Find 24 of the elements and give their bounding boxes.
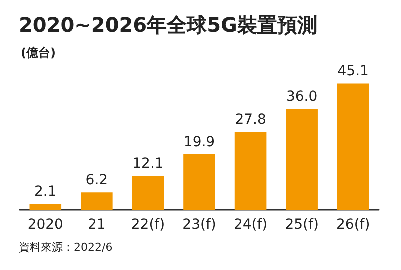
bar <box>286 109 318 210</box>
x-tick-label: 2020 <box>28 217 64 233</box>
x-tick-label: 25(f) <box>285 217 319 233</box>
x-tick-label: 21 <box>88 217 106 233</box>
bar <box>30 204 62 210</box>
data-label: 6.2 <box>86 172 108 189</box>
x-tick-label: 22(f) <box>131 217 166 233</box>
source-note: 資料來源：2022/6 <box>19 241 113 254</box>
y-axis-title: (億台) <box>21 46 56 60</box>
chart-title: 2020~2026年全球5G裝置預測 <box>19 13 318 37</box>
data-label: 19.9 <box>184 134 216 150</box>
bar <box>337 84 370 210</box>
data-label: 2.1 <box>34 184 57 200</box>
bar <box>81 192 113 210</box>
bar <box>184 154 216 210</box>
data-label: 36.0 <box>286 89 318 106</box>
bar <box>132 176 164 210</box>
data-label: 12.1 <box>132 156 164 172</box>
bar <box>234 132 267 210</box>
x-tick-label: 23(f) <box>182 217 216 233</box>
data-label: 27.8 <box>235 112 266 128</box>
x-tick-label: 26(f) <box>336 217 370 233</box>
x-tick-label: 24(f) <box>234 217 268 233</box>
data-label: 45.1 <box>338 64 369 80</box>
